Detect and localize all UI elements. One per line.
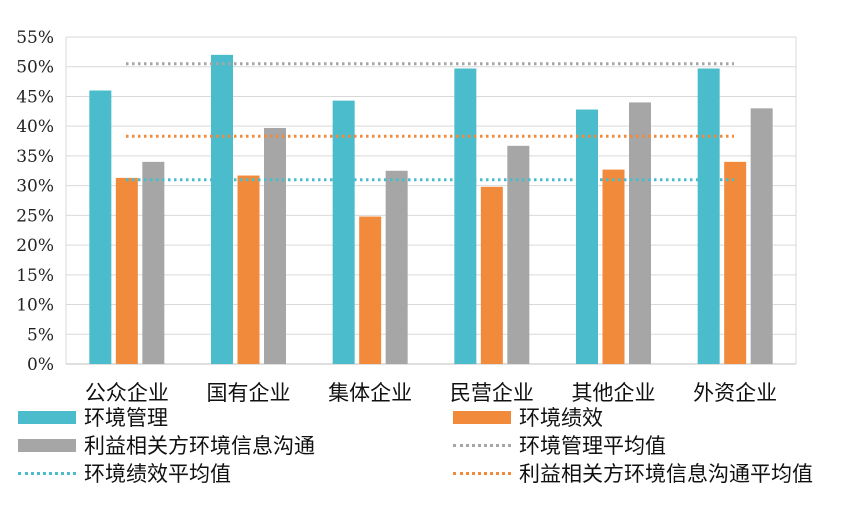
x-category-label: 外资企业: [693, 381, 777, 405]
y-tick-label: 0%: [27, 355, 54, 375]
y-tick-label: 15%: [16, 266, 54, 286]
bars: [89, 54, 773, 365]
y-axis-ticks: 0% 5% 10% 15% 20% 25% 30% 35% 40% 45% 50% 55%: [16, 28, 54, 375]
bar: [629, 102, 651, 365]
bar: [697, 68, 720, 364]
x-category-label: 国有企业: [207, 381, 291, 405]
bar: [332, 100, 355, 364]
bar: [507, 145, 530, 364]
x-category-label: 其他企业: [572, 381, 656, 405]
x-category-label: 民营企业: [450, 381, 534, 405]
y-tick-label: 5%: [27, 325, 54, 345]
x-axis-categories: 公众企业 国有企业 集体企业 民营企业 其他企业 外资企业: [85, 381, 777, 405]
bar: [602, 169, 625, 364]
x-category-label: 公众企业: [85, 381, 169, 405]
bar: [211, 54, 233, 364]
bar: [264, 127, 286, 364]
bar: [750, 108, 773, 364]
y-tick-label: 40%: [16, 117, 54, 137]
y-tick-label: 30%: [16, 177, 54, 197]
y-tick-label: 25%: [16, 206, 54, 226]
bar: [454, 68, 477, 364]
y-tick-label: 55%: [16, 28, 54, 48]
bar: [480, 186, 503, 364]
bar: [385, 170, 408, 364]
y-tick-label: 20%: [16, 236, 54, 256]
y-tick-label: 45%: [16, 87, 54, 107]
bar: [237, 175, 260, 364]
x-category-label: 集体企业: [328, 381, 412, 405]
gridlines: [65, 36, 797, 365]
bar: [359, 216, 382, 364]
bar: [724, 161, 747, 364]
bar: [142, 161, 165, 364]
bar: [576, 109, 598, 364]
bar: [115, 177, 138, 364]
y-tick-label: 10%: [16, 296, 54, 316]
y-tick-label: 35%: [16, 147, 54, 167]
bar: [89, 90, 112, 364]
y-tick-label: 50%: [16, 58, 54, 78]
